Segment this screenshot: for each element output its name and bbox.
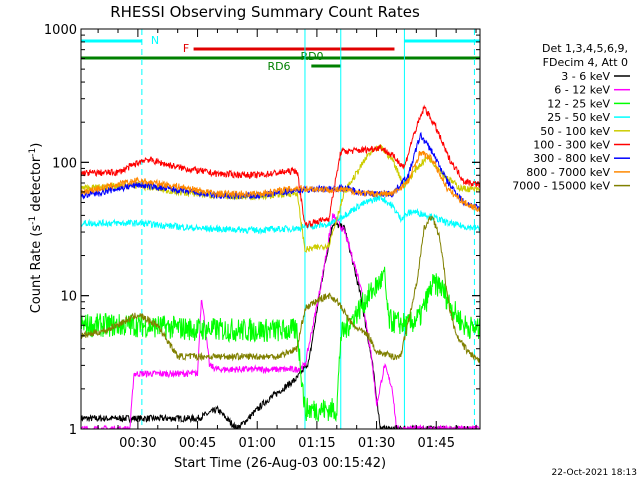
flag-label-2: RD0 [300, 50, 323, 63]
legend-label-7: 800 - 7000 keV [526, 166, 610, 179]
legend-label-0: 3 - 6 keV [561, 70, 610, 83]
legend-label-8: 7000 - 15000 keV [512, 180, 610, 193]
legend-header-line-1: Det 1,3,4,5,6,9, [542, 42, 628, 55]
legend: Det 1,3,4,5,6,9, FDecim 4, Att 0 3 - 6 k… [512, 42, 630, 193]
x-tick-label-1: 00:45 [179, 436, 216, 451]
observing-flags: N F RD0 RD6 [81, 34, 480, 73]
series-line-5 [81, 104, 480, 229]
legend-label-5: 100 - 300 keV [533, 139, 610, 152]
x-tick-label-4: 01:30 [358, 436, 395, 451]
plot-frame [80, 28, 481, 430]
legend-header-line-2: FDecim 4, Att 0 [543, 56, 628, 69]
y-tick-label-0: 1 [69, 423, 77, 438]
y-tick-label-1: 10 [60, 290, 77, 305]
series-line-8 [81, 215, 480, 363]
plot-area [81, 29, 480, 429]
x-tick-label-2: 01:00 [238, 436, 275, 451]
flag-label-0: N [151, 34, 159, 47]
axes: 1 10 100 1000 00:30 00:45 01:00 01:15 01:30 01:45 [44, 23, 481, 451]
legend-label-6: 300 - 800 keV [533, 152, 610, 165]
y-tick-label-3: 1000 [44, 23, 77, 38]
legend-label-3: 25 - 50 keV [547, 111, 610, 124]
x-tick-label-5: 01:45 [418, 436, 455, 451]
legend-label-2: 12 - 25 keV [547, 97, 610, 110]
y-axis-label: Count Rate (s-1 detector-1) [28, 143, 44, 314]
series-line-2 [81, 266, 480, 423]
series-line-1 [81, 213, 480, 429]
legend-label-4: 50 - 100 keV [540, 125, 610, 138]
series-line-0 [81, 221, 480, 429]
series-line-3 [81, 194, 480, 235]
footer-timestamp: 22-Oct-2021 18:13 [552, 468, 637, 478]
x-axis-label: Start Time (26-Aug-03 00:15:42) [174, 456, 386, 471]
x-tick-label-0: 00:30 [119, 436, 156, 451]
flag-label-1: F [183, 42, 189, 55]
legend-label-1: 6 - 12 keV [554, 84, 610, 97]
x-tick-label-3: 01:15 [298, 436, 335, 451]
y-tick-label-2: 100 [52, 156, 77, 171]
flag-label-3: RD6 [267, 60, 290, 73]
chart-title: RHESSI Observing Summary Count Rates [110, 3, 420, 21]
series-line-7 [81, 150, 480, 213]
